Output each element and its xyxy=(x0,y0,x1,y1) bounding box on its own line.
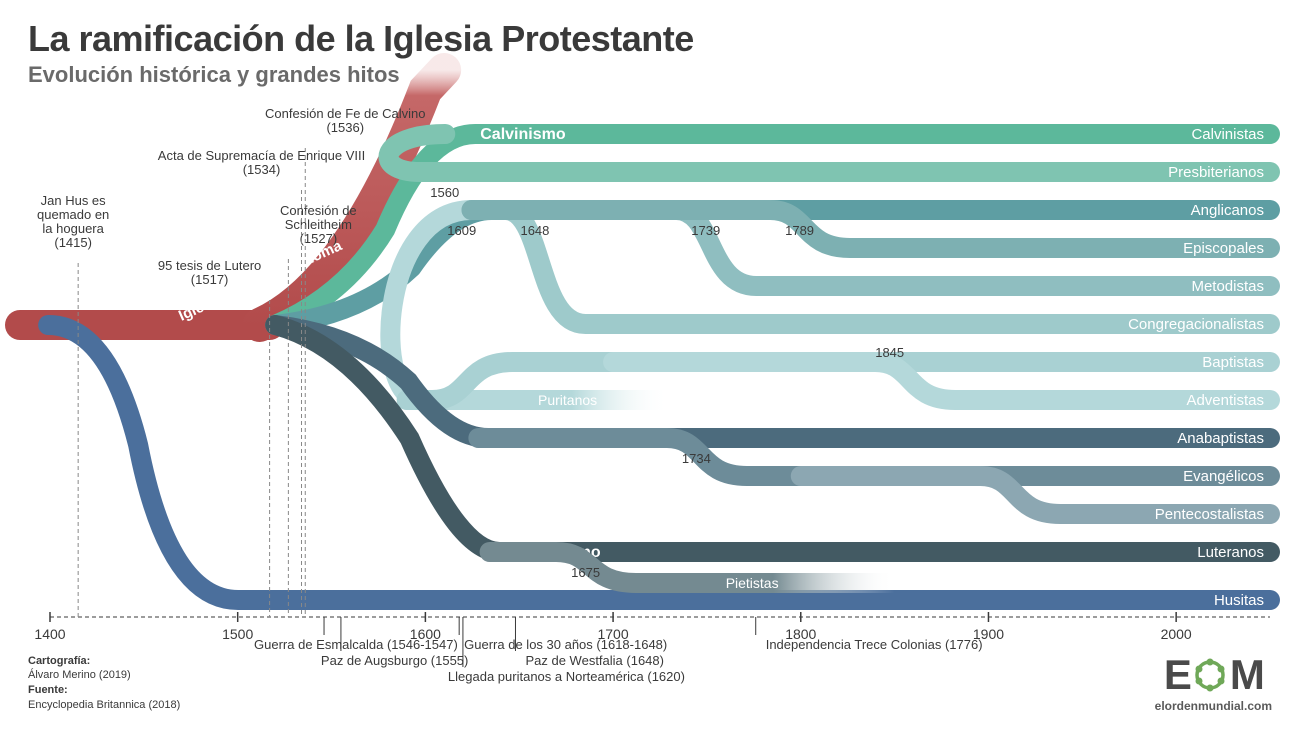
svg-text:Puritanos: Puritanos xyxy=(538,392,597,408)
logo-icon xyxy=(1190,655,1230,695)
svg-text:Anabaptistas: Anabaptistas xyxy=(1177,430,1264,447)
svg-text:la hoguera: la hoguera xyxy=(42,221,104,236)
svg-text:2000: 2000 xyxy=(1161,626,1192,642)
svg-text:Paz de Augsburgo (1555): Paz de Augsburgo (1555) xyxy=(321,653,468,668)
svg-text:quemado en: quemado en xyxy=(37,207,109,222)
svg-text:Paz de Westfalia (1648): Paz de Westfalia (1648) xyxy=(525,653,664,668)
svg-text:Schleitheim: Schleitheim xyxy=(285,217,352,232)
svg-text:1845: 1845 xyxy=(875,345,904,360)
svg-text:Congregacionalistas: Congregacionalistas xyxy=(1128,316,1264,333)
svg-text:Independencia Trece Colonias (: Independencia Trece Colonias (1776) xyxy=(766,637,983,652)
svg-text:Anglicanos: Anglicanos xyxy=(1191,202,1264,219)
svg-text:1500: 1500 xyxy=(222,626,253,642)
svg-text:(1415): (1415) xyxy=(54,235,92,250)
svg-text:Evangélicos: Evangélicos xyxy=(1183,468,1264,485)
logo: E M elordenmundial.com xyxy=(1155,651,1272,713)
footer-credits: Cartografía: Álvaro Merino (2019) Fuente… xyxy=(28,654,180,713)
svg-text:Luteranos: Luteranos xyxy=(1197,544,1264,561)
svg-text:1400: 1400 xyxy=(34,626,65,642)
svg-text:1675: 1675 xyxy=(571,565,600,580)
svg-text:95 tesis de Lutero: 95 tesis de Lutero xyxy=(158,258,261,273)
svg-text:(1534): (1534) xyxy=(243,162,281,177)
flow-diagram: 1400150016001700180019002000Iglesia Cató… xyxy=(0,0,1300,731)
svg-text:1734: 1734 xyxy=(682,451,711,466)
svg-text:Guerra de los 30 años (1618-16: Guerra de los 30 años (1618-1648) xyxy=(464,637,667,652)
svg-text:Adventistas: Adventistas xyxy=(1186,392,1264,409)
svg-text:Calvinistas: Calvinistas xyxy=(1191,126,1264,143)
svg-text:Confesión de: Confesión de xyxy=(280,203,357,218)
svg-text:Llegada puritanos a Norteaméri: Llegada puritanos a Norteamérica (1620) xyxy=(448,669,685,684)
svg-text:1739: 1739 xyxy=(691,223,720,238)
svg-text:Jan Hus es: Jan Hus es xyxy=(41,193,107,208)
svg-text:Confesión de Fe de Calvino: Confesión de Fe de Calvino xyxy=(265,106,425,121)
svg-text:Pietistas: Pietistas xyxy=(726,575,779,591)
svg-text:1789: 1789 xyxy=(785,223,814,238)
svg-text:1609: 1609 xyxy=(447,223,476,238)
svg-text:1648: 1648 xyxy=(520,223,549,238)
svg-text:Guerra de Esmalcalda (1546-154: Guerra de Esmalcalda (1546-1547) xyxy=(254,637,458,652)
svg-text:Calvinismo: Calvinismo xyxy=(480,126,566,143)
svg-text:1560: 1560 xyxy=(430,185,459,200)
svg-text:Husitas: Husitas xyxy=(1214,592,1264,609)
svg-text:Episcopales: Episcopales xyxy=(1183,240,1264,257)
svg-text:(1517): (1517) xyxy=(191,272,229,287)
svg-text:Pentecostalistas: Pentecostalistas xyxy=(1155,506,1264,523)
svg-text:Metodistas: Metodistas xyxy=(1191,278,1264,295)
svg-text:Presbiterianos: Presbiterianos xyxy=(1168,164,1264,181)
svg-text:(1536): (1536) xyxy=(326,120,364,135)
svg-text:Acta de Supremacía de Enrique: Acta de Supremacía de Enrique VIII xyxy=(158,148,365,163)
svg-text:Baptistas: Baptistas xyxy=(1202,354,1264,371)
